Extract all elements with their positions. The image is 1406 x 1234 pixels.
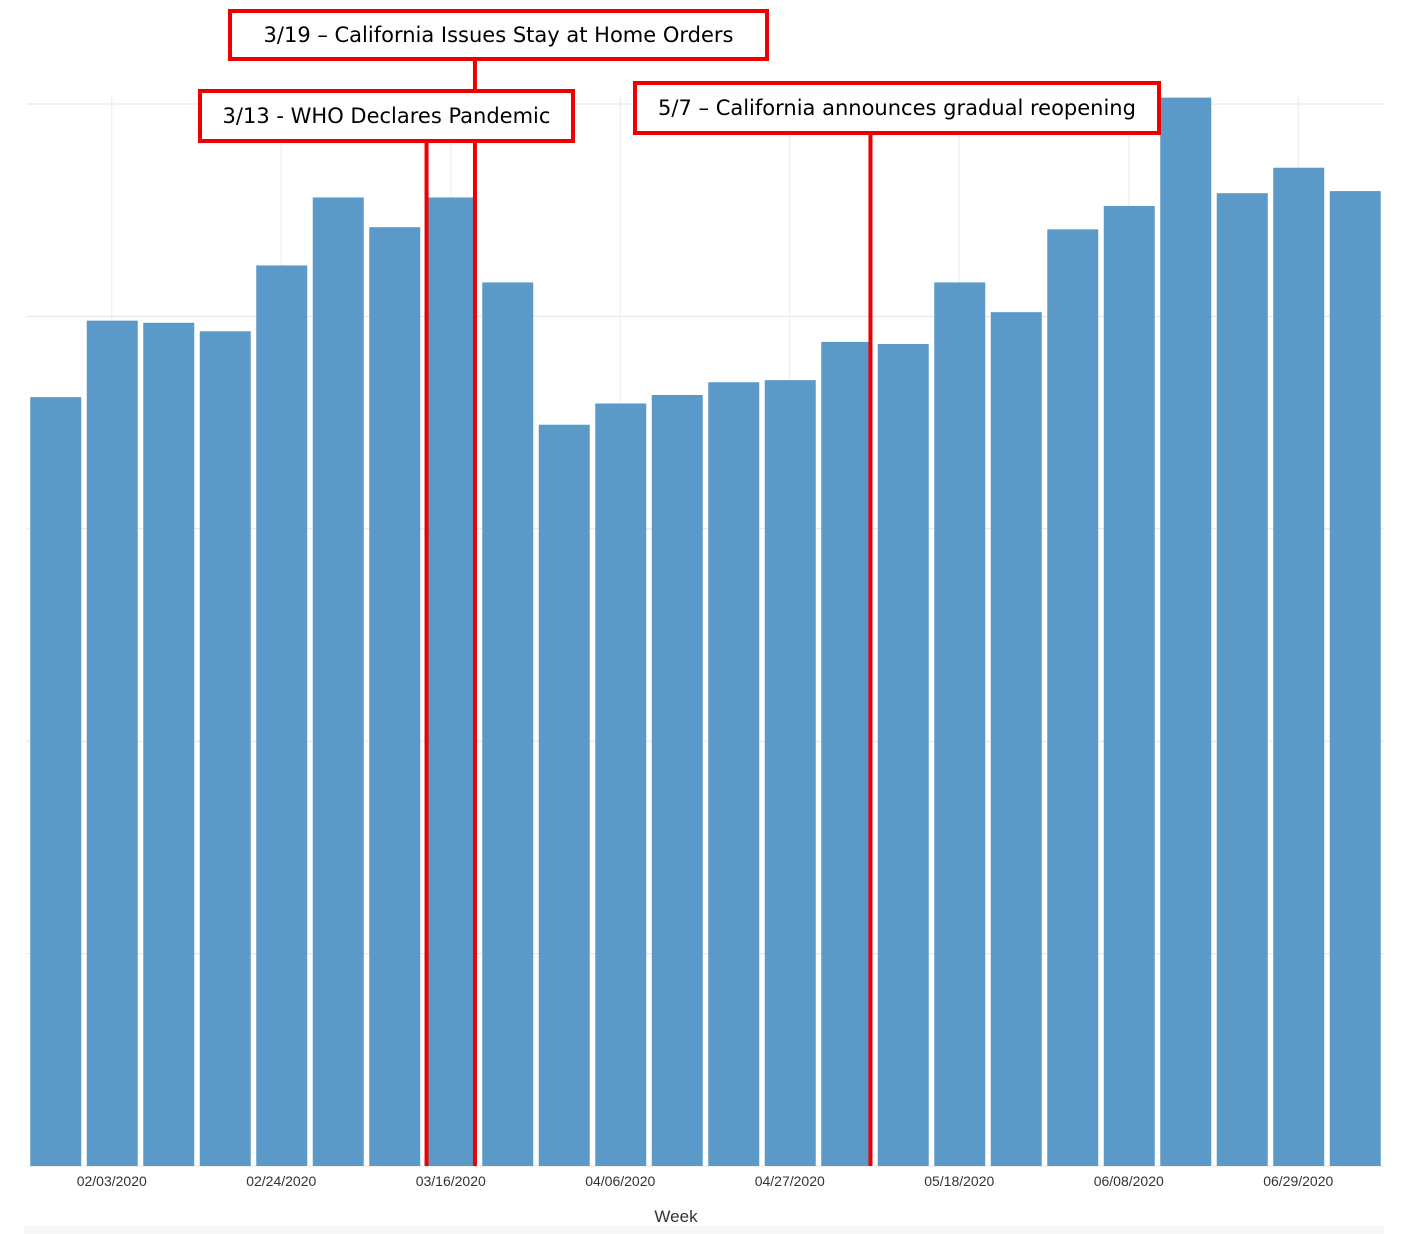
bar — [30, 397, 82, 1166]
x-tick-label: 04/06/2020 — [585, 1173, 655, 1189]
bar — [425, 197, 477, 1166]
x-axis-title: Week — [654, 1207, 698, 1226]
annotation-who-pandemic: 3/13 - WHO Declares Pandemic — [198, 89, 575, 143]
x-tick-label: 05/18/2020 — [924, 1173, 994, 1189]
x-tick-label: 03/16/2020 — [416, 1173, 486, 1189]
bar — [538, 424, 590, 1166]
bar — [312, 197, 364, 1166]
x-tick-label: 02/03/2020 — [77, 1173, 147, 1189]
x-axis-ticks: 02/03/2020 02/24/2020 03/16/2020 04/06/2020… — [77, 1173, 1334, 1189]
bar — [482, 282, 534, 1166]
x-tick-label: 06/08/2020 — [1094, 1173, 1164, 1189]
bars — [30, 97, 1381, 1167]
bar — [1273, 167, 1325, 1167]
bar — [990, 312, 1042, 1167]
bar — [199, 331, 251, 1166]
bar — [934, 282, 986, 1166]
bar — [708, 382, 760, 1166]
bar — [143, 322, 195, 1167]
bar — [86, 320, 138, 1166]
bar — [1216, 193, 1268, 1166]
x-tick-label: 02/24/2020 — [246, 1173, 316, 1189]
bar — [877, 344, 929, 1167]
bar — [821, 341, 873, 1166]
bar — [1329, 191, 1381, 1167]
bar — [595, 403, 647, 1166]
annotation-reopening: 5/7 – California announces gradual reope… — [633, 81, 1161, 135]
bar — [651, 394, 703, 1166]
annotation-stay-at-home: 3/19 – California Issues Stay at Home Or… — [228, 9, 769, 61]
bottom-band — [24, 1226, 1384, 1234]
x-tick-label: 04/27/2020 — [755, 1173, 825, 1189]
annotation-lines — [424, 60, 873, 1166]
bar — [256, 265, 308, 1166]
x-tick-label: 06/29/2020 — [1263, 1173, 1333, 1189]
bar — [369, 227, 421, 1166]
bar — [764, 380, 816, 1166]
bar — [1160, 97, 1212, 1166]
bar — [1103, 205, 1155, 1166]
bar — [1047, 229, 1099, 1167]
